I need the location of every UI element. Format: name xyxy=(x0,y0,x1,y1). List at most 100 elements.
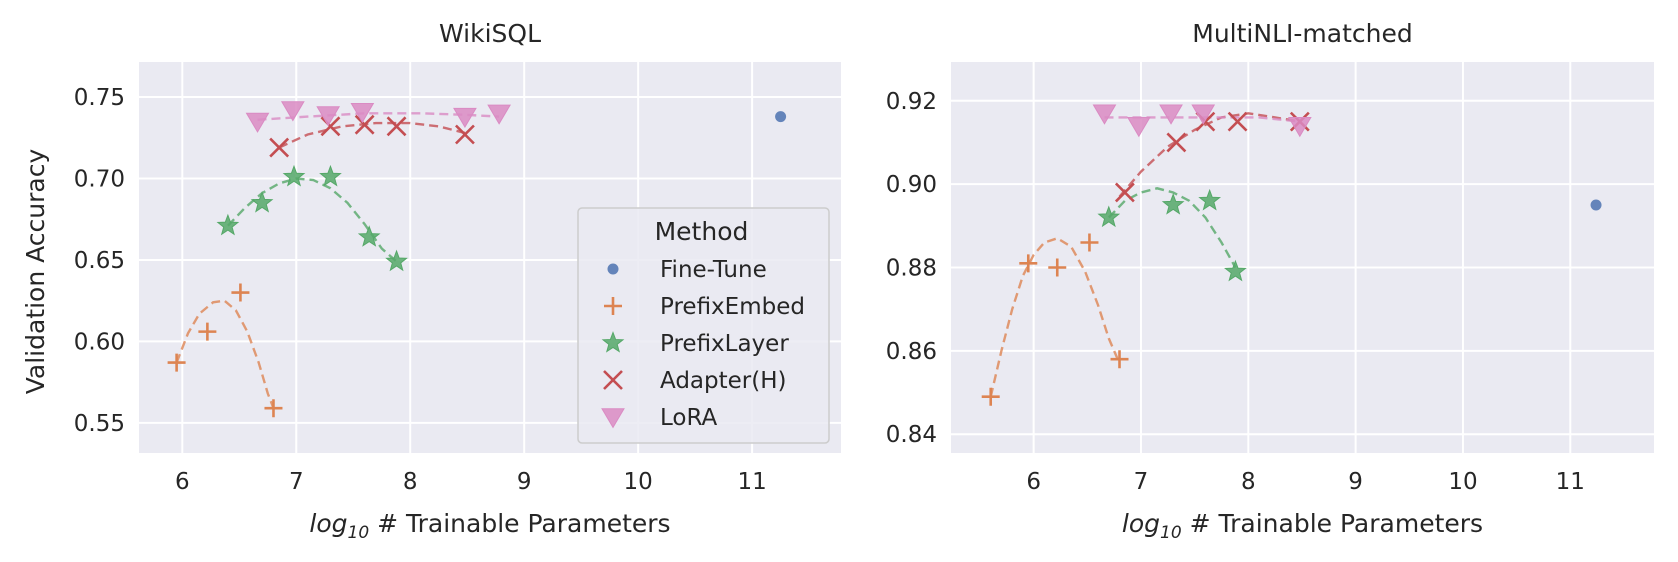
data-point-prefixembed xyxy=(1019,254,1038,273)
chart-title: WikiSQL xyxy=(439,19,541,48)
series-prefixembed xyxy=(167,283,283,418)
y-tick-label: 0.92 xyxy=(886,89,937,115)
chart-panel-multinli: 6 7 8 9 10 11 0.84 0.86 0.88 0.90 0.92 MultiNLI-mat… xyxy=(886,19,1654,543)
data-point-prefixlayer xyxy=(250,190,274,213)
data-point-adapter-h xyxy=(320,116,341,137)
data-point-lora xyxy=(1126,117,1151,138)
data-point-prefixembed xyxy=(1048,258,1067,277)
series-fine-tune xyxy=(775,111,787,123)
data-point-lora xyxy=(1159,104,1183,125)
legend-marker-fine-tune xyxy=(607,263,619,275)
data-point-prefixlayer xyxy=(1224,259,1247,282)
data-point-adapter-h xyxy=(386,116,407,137)
legend-marker-prefixembed xyxy=(604,297,622,315)
legend-label-lora: LoRA xyxy=(660,405,718,431)
legend-marker-fine-tune xyxy=(607,263,619,275)
data-point-prefixembed xyxy=(1080,233,1099,252)
legend-marker-prefixlayer xyxy=(601,331,625,353)
legend-marker-lora xyxy=(601,408,625,429)
data-point-prefixembed xyxy=(198,322,217,341)
legend: Method Fine-Tune PrefixEmbed PrefixLayer Ada… xyxy=(577,207,830,444)
data-point-prefixembed xyxy=(167,353,186,372)
x-tick-label: 6 xyxy=(175,469,190,495)
x-tick-label: 6 xyxy=(1026,469,1041,495)
series-lora xyxy=(245,101,511,133)
y-tick-label: 0.65 xyxy=(74,248,125,274)
x-tick-label: 11 xyxy=(1556,469,1585,495)
fit-curve-adapter-h xyxy=(278,121,466,149)
data-point-adapter-h xyxy=(354,114,375,135)
x-axis-label: log10 # Trainable Parameters xyxy=(309,509,670,543)
legend-label-prefixlayer: PrefixLayer xyxy=(660,331,789,357)
series-prefixembed xyxy=(981,233,1129,406)
legend-label-fine-tune: Fine-Tune xyxy=(660,257,767,283)
data-point-adapter-h xyxy=(455,124,475,145)
data-point-lora xyxy=(280,101,305,122)
legend-marker-lora xyxy=(601,408,625,429)
data-point-adapter-h xyxy=(1166,132,1187,153)
data-point-prefixlayer xyxy=(1097,205,1121,228)
legend-title: Method xyxy=(655,217,749,246)
data-point-prefixlayer xyxy=(216,213,240,236)
data-point-lora xyxy=(1092,104,1117,125)
y-tick-label: 0.90 xyxy=(886,172,937,198)
legend-marker-adapter-h xyxy=(603,370,623,390)
x-tick-label: 11 xyxy=(737,469,766,495)
data-point-lora xyxy=(1191,104,1216,125)
data-point-lora xyxy=(245,112,270,133)
legend-marker-prefixembed xyxy=(604,297,622,315)
y-tick-label: 0.84 xyxy=(886,422,937,448)
legend-label-adapter-h: Adapter(H) xyxy=(660,368,787,394)
x-tick-label: 8 xyxy=(403,469,418,495)
x-tick-label: 9 xyxy=(517,469,532,495)
data-point-prefixlayer xyxy=(282,164,306,187)
data-point-prefixlayer xyxy=(1198,188,1222,211)
legend-label-prefixembed: PrefixEmbed xyxy=(660,294,805,320)
fit-curve-prefixembed xyxy=(989,236,1121,397)
series-adapter-h xyxy=(269,114,475,158)
series-prefixlayer xyxy=(1097,188,1247,282)
legend-marker-adapter-h xyxy=(603,370,623,390)
x-tick-label: 7 xyxy=(289,469,304,495)
data-point-adapter-h xyxy=(1114,182,1135,203)
y-tick-label: 0.75 xyxy=(74,85,125,111)
data-point-lora xyxy=(316,106,341,127)
series-fine-tune xyxy=(1590,199,1602,211)
data-point-fine-tune xyxy=(775,111,787,123)
x-tick-label: 9 xyxy=(1348,469,1363,495)
data-point-prefixembed xyxy=(231,283,250,302)
data-point-prefixembed xyxy=(981,387,1000,406)
data-point-prefixlayer xyxy=(1161,193,1185,215)
y-tick-label: 0.86 xyxy=(886,339,937,365)
series-prefixlayer xyxy=(216,164,408,272)
data-point-fine-tune xyxy=(1590,199,1602,211)
x-tick-label: 10 xyxy=(1448,469,1477,495)
y-tick-label: 0.70 xyxy=(74,166,125,192)
data-point-adapter-h xyxy=(269,137,290,158)
chart-title: MultiNLI-matched xyxy=(1192,19,1412,48)
y-tick-label: 0.88 xyxy=(886,256,937,282)
y-axis-label: Validation Accuracy xyxy=(21,149,50,395)
x-tick-label: 7 xyxy=(1134,469,1149,495)
x-tick-label: 8 xyxy=(1241,469,1256,495)
x-tick-label: 10 xyxy=(624,469,653,495)
fit-curve-prefixembed xyxy=(175,299,275,409)
y-tick-label: 0.60 xyxy=(74,329,125,355)
data-point-lora xyxy=(1287,117,1312,138)
legend-marker-prefixlayer xyxy=(601,331,625,353)
data-point-lora xyxy=(350,102,375,124)
data-point-prefixlayer xyxy=(319,164,342,187)
data-point-prefixembed xyxy=(1110,350,1129,369)
y-tick-label: 0.55 xyxy=(74,411,125,437)
fit-curve-lora xyxy=(1104,116,1300,123)
series-lora xyxy=(1092,104,1312,138)
legend-box xyxy=(577,207,830,444)
data-point-lora xyxy=(453,107,477,129)
x-axis-label: log10 # Trainable Parameters xyxy=(1122,509,1483,543)
data-point-prefixembed xyxy=(264,399,283,418)
data-point-prefixlayer xyxy=(385,249,408,272)
data-point-prefixlayer xyxy=(357,225,381,247)
data-point-lora xyxy=(487,104,511,125)
fit-curve-lora xyxy=(257,112,500,121)
